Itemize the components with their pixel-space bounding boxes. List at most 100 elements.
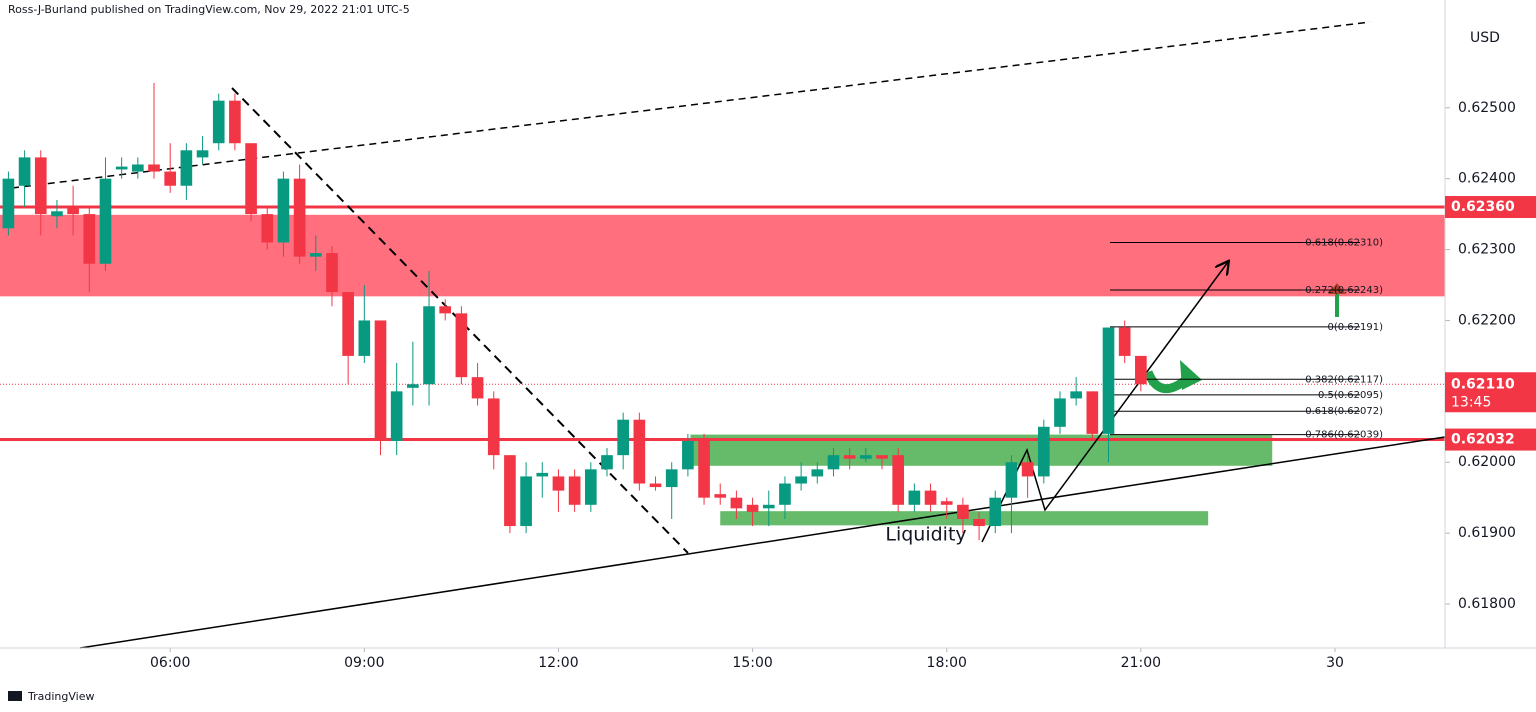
y-tick-label: 0.62500 [1458, 100, 1516, 116]
candle-body [423, 306, 435, 385]
fib-label: -0.618(0.62310) [1302, 237, 1383, 248]
candle-body [552, 476, 565, 491]
candle-body [1135, 355, 1147, 385]
candle-body [407, 384, 419, 388]
candle-body [439, 306, 452, 314]
candle-body [18, 157, 31, 186]
candle-body [908, 490, 921, 505]
y-tick-label: 0.62400 [1458, 171, 1516, 187]
candle-body [957, 504, 969, 519]
candle-body [730, 497, 743, 509]
curved-arrow-head [1180, 360, 1202, 390]
y-tick-label: 0.61900 [1458, 525, 1516, 541]
y-tick-label: 0.62300 [1458, 242, 1516, 258]
header: Ross-J-Burland published on TradingView.… [8, 3, 410, 16]
zone [0, 214, 1445, 297]
footer: TradingView [27, 690, 94, 703]
candle-body [1118, 327, 1131, 356]
annotation: Liquidity [885, 524, 966, 546]
candle-body [293, 178, 306, 257]
candle-body [860, 455, 872, 459]
trendline-support [79, 436, 1446, 649]
candle-body [892, 455, 905, 505]
candle-body [342, 292, 354, 356]
x-tick-label: 30 [1326, 655, 1344, 671]
candle-body [1086, 391, 1099, 434]
grid [0, 107, 1450, 652]
y-tick-label: 0.62000 [1458, 454, 1516, 470]
candle-body [536, 472, 549, 477]
candle-body [698, 440, 710, 498]
candle-body [471, 377, 484, 399]
candle-body [940, 501, 953, 505]
y-tick-label: 0.62200 [1458, 312, 1516, 328]
candle-body [99, 178, 112, 264]
candle-body [973, 518, 985, 527]
fib-label: 0(0.62191) [1327, 322, 1383, 333]
candle-body [132, 164, 144, 172]
candle-body [617, 419, 629, 456]
countdown: 13:45 [1451, 394, 1491, 410]
fib-label: 0.382(0.62117) [1305, 374, 1383, 385]
fib-label: 0.786(0.62039) [1305, 430, 1383, 441]
candle-body [51, 211, 63, 217]
x-tick-label: 18:00 [927, 655, 967, 671]
candle-body [665, 469, 678, 488]
price-label-box [1445, 428, 1536, 451]
candle-body [649, 483, 662, 488]
candle-body [34, 157, 47, 215]
candle-body [779, 483, 791, 505]
candle-body [1070, 391, 1082, 399]
up-arrow [1335, 293, 1339, 317]
projection-path [981, 262, 1228, 543]
candle-body [390, 391, 403, 441]
candle-body [989, 497, 1002, 527]
up-arrow-head [1328, 283, 1346, 294]
candle-body [229, 100, 241, 144]
x-tick-label: 06:00 [150, 655, 190, 671]
candle-body [924, 490, 937, 505]
price-label: 0.62032 [1451, 432, 1515, 448]
fib: -0.618(0.62310) -0.272(0.62243) 0(0.62191)… [1110, 237, 1383, 441]
candle-body [843, 455, 856, 459]
y-tick-label: 0.61800 [1458, 596, 1516, 612]
candle-body [277, 178, 290, 243]
candle-body [746, 504, 759, 512]
candle-body [568, 476, 581, 505]
last-price-label: 0.62110 [1451, 376, 1515, 392]
candle-body [520, 476, 532, 527]
candle-body [148, 164, 160, 172]
candle-body [1102, 327, 1115, 434]
candle-body [762, 504, 775, 509]
candle-body [245, 143, 257, 215]
candle-body [633, 419, 646, 484]
price-label: 0.62360 [1451, 199, 1515, 215]
candle-body [487, 398, 500, 456]
candle-body [374, 320, 387, 441]
candle-body [504, 455, 516, 527]
candle-body [196, 150, 209, 158]
candle-body [358, 320, 371, 356]
candle-body [212, 100, 225, 144]
fib-label: 0.618(0.62072) [1305, 406, 1383, 417]
candle-body [83, 214, 96, 264]
candle-body [601, 455, 613, 470]
candle-body [309, 253, 322, 257]
candle-body [2, 178, 15, 229]
x-tick-label: 21:00 [1121, 655, 1161, 671]
zones [0, 214, 1445, 526]
candle-body [1054, 398, 1066, 427]
candle-body [795, 476, 807, 484]
candle-body [67, 207, 79, 215]
trendline-dashed [11, 21, 1371, 189]
candle-body [1005, 462, 1018, 498]
candle-body [326, 253, 338, 293]
candle-body [827, 455, 840, 470]
candle-body [876, 455, 888, 459]
candle-body [455, 313, 468, 378]
trendline-dashed [231, 87, 689, 554]
fib-label: 0.5(0.62095) [1318, 390, 1383, 401]
x-tick-label: 15:00 [732, 655, 772, 671]
